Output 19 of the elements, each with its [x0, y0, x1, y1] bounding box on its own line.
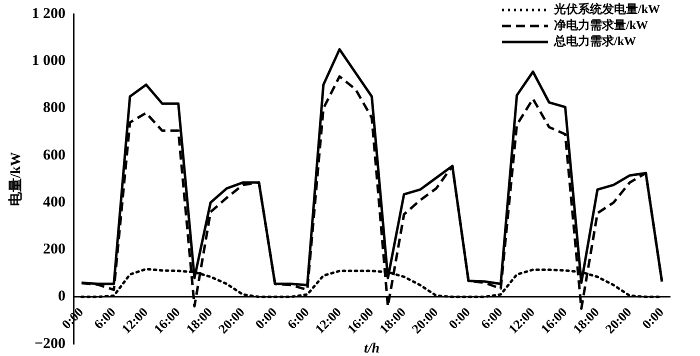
x-tick-label: 6:00	[284, 304, 312, 332]
legend-label: 总电力需求/kW	[552, 34, 636, 48]
x-tick-label: 6:00	[90, 304, 118, 332]
legend-label: 净电力需求量/kW	[554, 18, 648, 32]
y-tick-label: 0	[58, 288, 66, 305]
x-tick-label: 0:00	[446, 304, 473, 332]
y-tick-label: −200	[34, 336, 66, 352]
y-tick-label: 600	[43, 147, 66, 164]
y-tick-label: 200	[43, 242, 66, 258]
y-tick-label: 400	[43, 194, 66, 210]
y-axis-title: 电量/kW	[8, 152, 24, 206]
y-tick-label: 1 000	[32, 53, 66, 70]
y-tick-label: 800	[43, 100, 66, 116]
x-axis-title: t/h	[364, 341, 380, 356]
legend-label: 光伏系统发电量/kW	[552, 2, 660, 16]
x-tick-label: 0:00	[252, 304, 280, 332]
x-tick-label: 6:00	[478, 304, 506, 332]
y-tick-label: 1 200	[32, 6, 66, 22]
x-tick-label: 0:00	[638, 304, 666, 332]
